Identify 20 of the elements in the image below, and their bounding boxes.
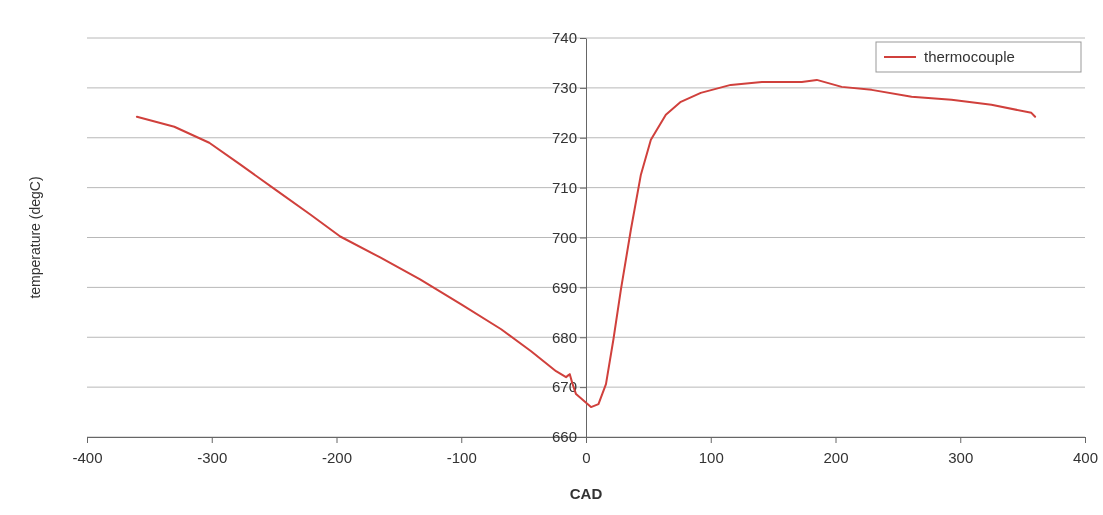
line-series — [135, 78, 1037, 409]
x-tick-label: 200 — [823, 448, 849, 466]
x-tick-label: 400 — [1072, 448, 1099, 466]
y-tick-label: 730 — [551, 79, 577, 97]
x-tick-label: 100 — [698, 448, 724, 466]
x-tick-label: -100 — [446, 448, 477, 466]
y-tick-label: 690 — [551, 278, 577, 296]
y-tick-label: 680 — [551, 328, 577, 346]
x-tick-label: -200 — [321, 448, 353, 466]
y-tick-label: 720 — [551, 129, 577, 147]
x-tick-label: 0 — [582, 448, 591, 466]
legend-label: thermocouple — [924, 48, 1015, 65]
y-tick-label: 740 — [551, 29, 577, 47]
x-axis-title: CAD — [569, 485, 603, 502]
y-tick-label: 700 — [551, 228, 577, 246]
y-axis-title: temperature (degC) — [27, 176, 43, 299]
x-tick-label: -300 — [197, 448, 228, 466]
x-tick-label: -400 — [72, 448, 103, 466]
y-tick-label: 710 — [551, 178, 577, 196]
x-tick-label: 300 — [948, 448, 974, 466]
